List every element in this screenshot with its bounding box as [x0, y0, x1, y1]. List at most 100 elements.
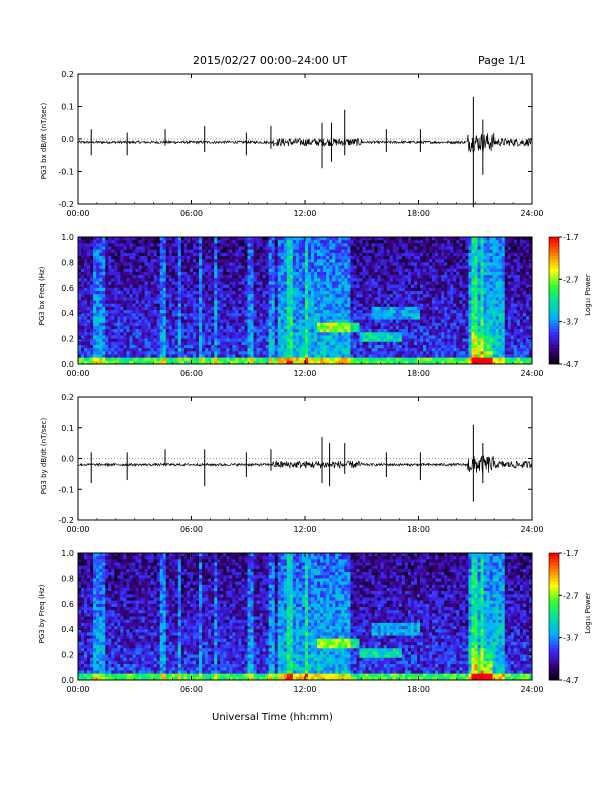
bx-spec-cell	[438, 294, 442, 298]
bx-spec-cell	[416, 275, 421, 279]
bx-spec-cell	[432, 306, 436, 311]
bx-spec-cell	[441, 341, 445, 346]
bx-spec-cell	[156, 322, 161, 327]
bx-spec-cell	[226, 278, 230, 282]
bx-spec-cell	[202, 354, 206, 358]
bx-spec-cell	[159, 332, 164, 336]
bx-spec-cell	[380, 360, 384, 365]
bx-spec-cell	[120, 322, 124, 327]
bx-spec-cell	[135, 262, 139, 266]
bx-spec-cell	[404, 319, 409, 324]
bx-spec-cell	[238, 297, 242, 301]
bx-spec-cell	[420, 297, 424, 301]
bx-spec-cell	[226, 329, 230, 333]
bx-spec-cell	[196, 268, 200, 273]
bx-spec-cell	[311, 249, 315, 254]
bx-spec-cell	[174, 294, 179, 298]
bx-spec-cell	[253, 284, 257, 289]
bx-spec-cell	[129, 275, 133, 279]
bx-spec-cell	[84, 332, 88, 336]
bx-spec-cell	[298, 322, 303, 327]
bx-spec-cell	[117, 306, 121, 311]
bx-spec-cell	[186, 287, 191, 292]
bx-spec-cell	[223, 303, 227, 308]
bx-spec-cell	[244, 259, 248, 263]
bx-spec-cell	[232, 316, 236, 320]
bx-spec-cell	[359, 268, 363, 273]
bx-spec-cell	[78, 278, 82, 282]
bx-spec-cell	[380, 256, 384, 260]
bx-spec-cell	[168, 271, 173, 276]
bx-spec-cell	[217, 256, 221, 260]
bx-spec-cell	[265, 240, 269, 244]
bx-spec-cell	[329, 303, 333, 308]
bx-spec-cell	[317, 351, 321, 355]
bx-spec-cell	[171, 278, 176, 282]
bx-spec-cell	[347, 249, 351, 254]
bx-spec-cell	[235, 360, 239, 365]
bx-spec-cell	[81, 351, 85, 355]
bx-spec-cell	[344, 303, 348, 308]
bx-spec-cell	[102, 240, 106, 244]
bx-spec-cell	[211, 354, 215, 358]
bx-spec-cell	[78, 338, 82, 343]
bx-spec-cell	[420, 335, 424, 339]
bx-spec-cell	[426, 354, 430, 358]
bx-spec-cell	[295, 252, 300, 257]
bx-spec-cell	[244, 278, 248, 282]
bx-spec-cell	[223, 322, 227, 327]
bx-spec-cell	[174, 297, 179, 301]
bx-spec-cell	[250, 246, 254, 250]
bx-spec-cell	[344, 306, 348, 311]
bx-spec-cell	[317, 284, 321, 289]
bx-spec-cell	[183, 240, 188, 244]
bx-spec-cell	[223, 262, 227, 266]
bx-spec-cell	[356, 268, 360, 273]
bx-spec-cell	[407, 338, 412, 343]
bx-spec-cell	[214, 335, 218, 339]
bx-spec-cell	[126, 316, 130, 320]
bx-spec-cell	[93, 268, 97, 273]
bx-spec-cell	[323, 281, 327, 285]
bx-spec-cell	[171, 300, 176, 304]
bx-spec-cell	[441, 329, 445, 333]
bx-spec-cell	[244, 310, 248, 314]
bx-spec-cell	[189, 281, 194, 285]
bx-spec-cell	[447, 354, 451, 358]
bx-spec-cell	[223, 306, 227, 311]
bx-spec-cell	[423, 290, 427, 295]
bx-spec-cell	[220, 294, 224, 298]
bx-spec-cell	[398, 243, 403, 247]
bx-spec-cell	[326, 341, 330, 346]
bx-spec-cell	[389, 341, 394, 346]
bx-spec-cell	[298, 325, 303, 330]
bx-spec-cell	[410, 268, 415, 273]
bx-spec-cell	[241, 294, 245, 298]
bx-spec-cell	[317, 344, 321, 349]
bx-spec-cell	[111, 268, 115, 273]
bx-spec-cell	[180, 322, 185, 327]
bx-spec-cell	[217, 360, 221, 365]
bx-spec-cell	[105, 249, 109, 254]
bx-spec-cell	[341, 316, 345, 320]
bx-spec-cell	[223, 297, 227, 301]
bx-spec-cell	[193, 313, 197, 317]
bx-spec-cell	[392, 271, 397, 276]
bx-spec-cell	[247, 290, 251, 295]
bx-spec-cell	[168, 357, 173, 362]
bx-spec-cell	[174, 249, 179, 254]
bx-spec-cell	[99, 325, 103, 330]
bx-spec-cell	[374, 322, 378, 327]
bx-spec-cell	[362, 303, 366, 308]
bx-spec-cell	[429, 287, 433, 292]
bx-spec-cell	[186, 271, 191, 276]
bx-spec-cell	[429, 268, 433, 273]
bx-spec-cell	[386, 237, 391, 241]
bx-spec-cell	[401, 290, 406, 295]
bx-spec-cell	[320, 306, 324, 311]
bx-spec-cell	[320, 262, 324, 266]
bx-spec-cell	[407, 256, 412, 260]
bx-spec-cell	[344, 344, 348, 349]
bx-spec-cell	[444, 332, 448, 336]
bx-spec-cell	[162, 325, 167, 330]
